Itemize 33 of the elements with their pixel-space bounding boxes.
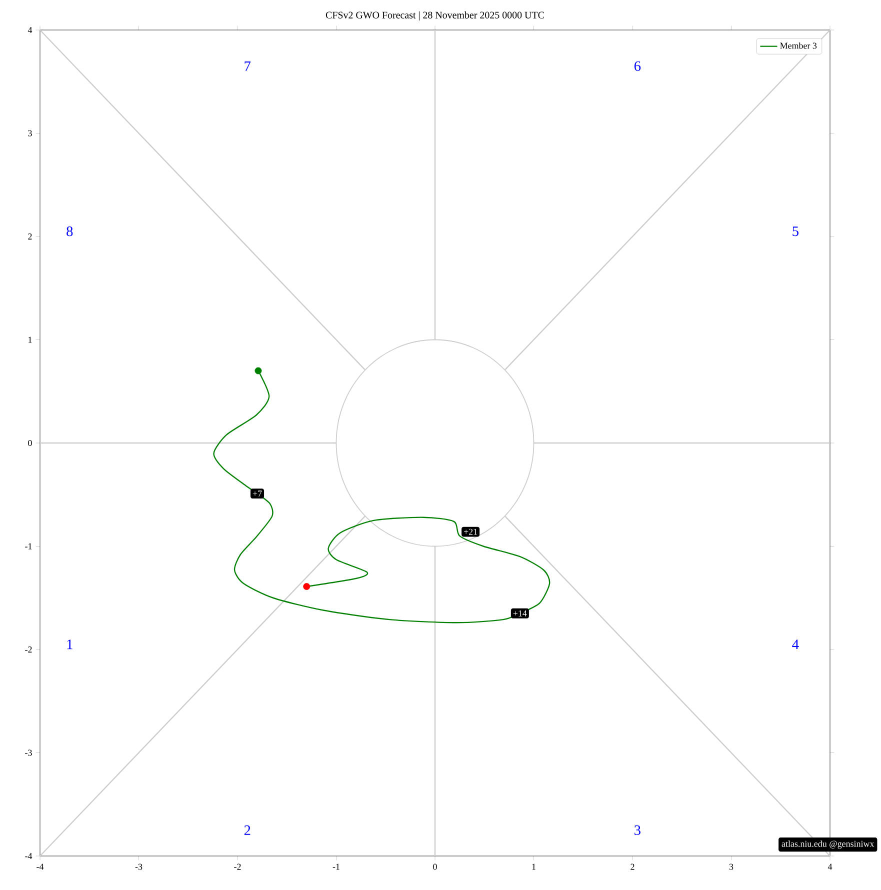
- annotation: 4: [792, 640, 799, 650]
- annotation: 7: [244, 61, 251, 71]
- annotation: +21: [464, 528, 478, 535]
- x-tick-label: 0: [433, 864, 437, 870]
- annotation: 3: [634, 825, 640, 836]
- y-tick-label: 4: [28, 27, 32, 33]
- annotation: 8: [66, 226, 73, 236]
- y-tick-label: 3: [28, 130, 32, 136]
- annotation: 6: [634, 61, 641, 71]
- y-tick-label: -2: [25, 646, 32, 652]
- chart-title: CFSv2 GWO Forecast | 28 November 2025 0000 UTC: [326, 11, 544, 21]
- y-tick-label: -4: [25, 853, 32, 859]
- annotation: 2: [244, 825, 250, 835]
- x-tick-label: 3: [729, 864, 734, 870]
- x-tick-label: -1: [332, 864, 340, 870]
- y-tick-label: -3: [25, 750, 32, 756]
- x-tick-label: -3: [135, 864, 142, 870]
- legend-label: Member 3: [780, 42, 817, 49]
- annotation: atlas.niu.edu @gensiniwx: [782, 840, 874, 849]
- y-tick-label: 1: [28, 336, 32, 343]
- point: [303, 583, 310, 590]
- x-tick-label: -4: [36, 864, 44, 870]
- annotation: 5: [792, 226, 798, 236]
- annotation: +7: [252, 490, 262, 497]
- annotation: 1: [67, 640, 72, 650]
- point: [254, 367, 262, 374]
- x-tick-label: 4: [828, 864, 832, 870]
- y-tick-label: 2: [28, 234, 32, 240]
- x-tick-label: -2: [234, 864, 241, 870]
- x-tick-label: 2: [630, 864, 634, 870]
- x-tick-label: 1: [532, 864, 536, 870]
- y-tick-label: -1: [25, 543, 32, 550]
- y-tick-label: 0: [28, 440, 32, 446]
